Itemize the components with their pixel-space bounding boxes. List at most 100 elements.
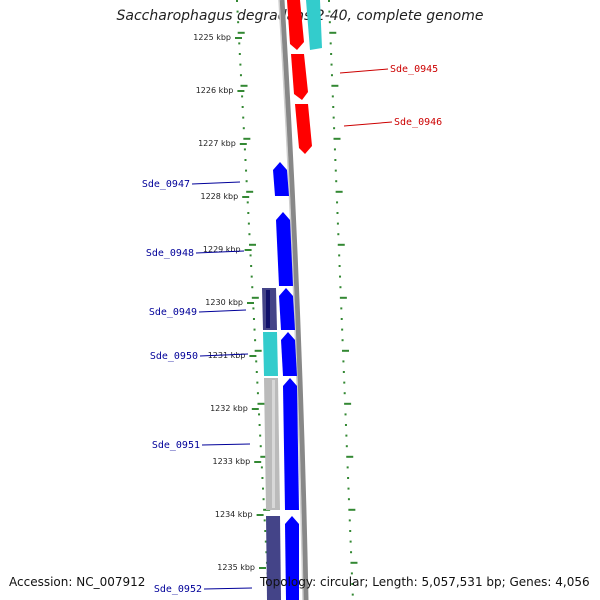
inner-ring-tick <box>265 551 268 554</box>
kbp-tick-mark <box>247 302 254 304</box>
outer-ring-tick <box>347 477 350 479</box>
gene-leader-line <box>201 443 251 446</box>
inner-ring-tick <box>250 265 253 267</box>
gene-label-sde_0949[interactable]: Sde_0949 <box>149 307 197 318</box>
feature-cyan-top[interactable] <box>306 0 322 50</box>
gene-label-sde_0947[interactable]: Sde_0947 <box>142 179 190 190</box>
inner-ring-tick <box>238 53 241 55</box>
inner-ring-tick <box>243 148 246 151</box>
inner-ring-tick <box>241 95 244 98</box>
outer-ring-tick <box>338 265 341 267</box>
inner-ring-tick <box>237 21 240 24</box>
outer-ring-tick <box>345 434 348 437</box>
outer-ring-tick <box>336 222 339 225</box>
feature-cyan-0950[interactable] <box>263 332 278 376</box>
inner-ring-tick <box>244 159 247 161</box>
outer-ring-tick <box>337 243 345 246</box>
feature-red-3[interactable] <box>295 104 312 154</box>
gene-leader-line <box>339 68 389 74</box>
gene-leader-line <box>191 181 241 185</box>
feature-blue-0952[interactable] <box>285 516 299 600</box>
kbp-tick-mark <box>239 143 247 145</box>
outer-ring-tick <box>334 159 337 161</box>
feature-blue-0949[interactable] <box>279 288 295 330</box>
kbp-tick-mark <box>251 408 259 410</box>
outer-ring-tick <box>344 402 352 405</box>
kbp-tick-label: 1229 kbp <box>203 245 241 254</box>
inner-ring-tick <box>247 212 250 214</box>
outer-ring-tick <box>341 349 349 352</box>
feature-blue-0951[interactable] <box>283 378 299 510</box>
outer-ring-tick <box>335 180 338 183</box>
feature-track <box>262 0 322 600</box>
outer-ring-tick <box>340 307 343 310</box>
inner-ring-tick <box>242 127 245 130</box>
inner-ring-tick <box>261 477 264 479</box>
outer-ring-tick <box>332 116 335 119</box>
outer-ring-tick <box>346 466 349 469</box>
kbp-tick-mark <box>242 196 250 198</box>
kbp-tick-label: 1233 kbp <box>212 457 250 466</box>
topology-label: Topology: circular; Length: 5,057,531 bp… <box>260 575 590 589</box>
feature-blue-0950[interactable] <box>281 332 297 376</box>
feature-blue-0948[interactable] <box>276 212 293 286</box>
kbp-tick-mark <box>249 355 257 357</box>
feature-navy-0952[interactable] <box>266 516 281 600</box>
kbp-tick-label: 1226 kbp <box>196 86 234 95</box>
gene-leader-line <box>199 353 249 357</box>
kbp-tick-label: 1231 kbp <box>208 351 246 360</box>
accession-label: Accession: NC_007912 <box>9 575 146 589</box>
outer-ring-tick <box>348 508 356 511</box>
feature-red-1[interactable] <box>287 0 304 50</box>
kbp-tick-label: 1225 kbp <box>193 33 231 42</box>
gene-leader-line <box>343 121 393 127</box>
feature-red-2[interactable] <box>291 54 308 100</box>
outer-ring-tick <box>345 445 348 448</box>
inner-ring-tick <box>253 328 256 331</box>
kbp-tick-label: 1234 kbp <box>215 510 253 519</box>
inner-ring-tick <box>249 254 252 257</box>
inner-ring-tick <box>262 487 265 490</box>
gene-label-sde_0948[interactable]: Sde_0948 <box>146 248 194 259</box>
kbp-tick-label: 1228 kbp <box>200 192 238 201</box>
feature-blue-0947[interactable] <box>273 162 289 196</box>
kbp-tick-mark <box>256 514 264 516</box>
feature-grey-highlight <box>272 380 275 508</box>
inner-ring-tick <box>250 275 253 278</box>
inner-ring-tick <box>239 74 242 77</box>
gene-label-sde_0952[interactable]: Sde_0952 <box>154 584 202 595</box>
inner-ring-tick <box>255 360 258 363</box>
gene-label-sde_0946[interactable]: Sde_0946 <box>394 117 442 128</box>
outer-ring-tick <box>339 286 342 289</box>
outer-ring-tick <box>334 169 337 172</box>
inner-ring-tick <box>241 106 244 108</box>
gene-leader-line <box>195 250 245 254</box>
gene-labels: Sde_0945 Sde_0946 Sde_0947 Sde_0948 Sde_0949… <box>142 64 442 595</box>
inner-ring-tick <box>256 392 259 395</box>
outer-ring-tick <box>348 519 351 522</box>
gene-label-sde_0950[interactable]: Sde_0950 <box>150 351 198 362</box>
inner-ring-tick <box>254 339 257 342</box>
kbp-tick-label: 1227 kbp <box>198 139 236 148</box>
inner-ring-tick <box>262 498 265 501</box>
inner-ring-tick <box>239 63 242 66</box>
inner-ring-tick <box>240 84 248 87</box>
inner-ring-tick <box>256 381 259 384</box>
outer-ring-tick <box>350 572 353 575</box>
outer-ring-tick <box>338 254 341 257</box>
gene-label-sde_0951[interactable]: Sde_0951 <box>152 440 200 451</box>
kbp-tick-mark <box>237 90 245 92</box>
outer-ring-tick <box>351 583 354 585</box>
outer-ring-tick <box>333 137 341 140</box>
outer-ring-tick <box>346 455 354 458</box>
outer-ring-tick <box>330 63 333 66</box>
inner-ring-tick <box>257 402 265 405</box>
outer-ring-tick <box>342 360 345 363</box>
outer-ring-tick <box>337 233 340 236</box>
outer-ring-tick <box>335 190 343 193</box>
gene-label-sde_0945[interactable]: Sde_0945 <box>390 64 438 75</box>
outer-ring-tick <box>339 275 342 278</box>
outer-ring-tick <box>332 106 335 108</box>
kbp-tick-label: 1232 kbp <box>210 404 248 413</box>
